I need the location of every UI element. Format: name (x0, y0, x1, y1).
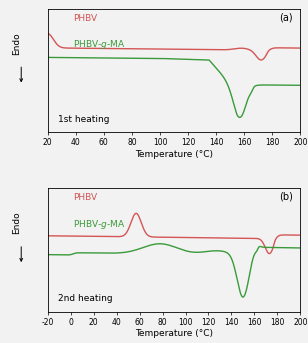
Text: PHBV-$\mathit{g}$-MA: PHBV-$\mathit{g}$-MA (73, 38, 126, 51)
Text: Endo: Endo (12, 212, 21, 234)
Text: PHBV: PHBV (73, 13, 97, 23)
Text: Endo: Endo (12, 32, 21, 55)
Text: 2nd heating: 2nd heating (58, 294, 112, 304)
Text: PHBV: PHBV (73, 193, 97, 202)
Text: PHBV-$\mathit{g}$-MA: PHBV-$\mathit{g}$-MA (73, 218, 126, 231)
Text: (a): (a) (279, 12, 293, 22)
Text: (b): (b) (279, 192, 293, 202)
X-axis label: Temperature (°C): Temperature (°C) (135, 150, 213, 159)
Text: 1st heating: 1st heating (58, 115, 109, 124)
X-axis label: Temperature (°C): Temperature (°C) (135, 330, 213, 339)
